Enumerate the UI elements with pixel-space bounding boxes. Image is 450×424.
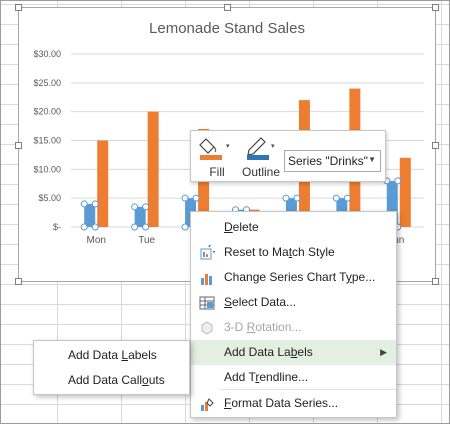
bar-series-2[interactable] xyxy=(147,111,159,227)
add-data-labels-submenu: Add Data Labels Add Data Callouts xyxy=(33,340,190,395)
pencil-icon: ▾ xyxy=(247,137,275,160)
fill-label: Fill xyxy=(209,165,225,179)
menu-item-label: Format Data Series... xyxy=(224,396,339,410)
selection-handle[interactable] xyxy=(142,203,150,211)
menu-item-delete[interactable]: Delete xyxy=(191,215,396,240)
menu-item-label: Change Series Chart Type... xyxy=(224,270,376,284)
selection-handle[interactable] xyxy=(181,194,189,202)
resize-handle[interactable] xyxy=(224,4,231,11)
context-menu: Delete Reset to Match Style Change Series … xyxy=(190,211,397,418)
selection-handle[interactable] xyxy=(142,223,150,231)
mini-toolbar: ▾ Fill ▾ Outline Series "Drinks" ▼ xyxy=(190,130,386,182)
menu-item-change-series-chart-type[interactable]: Change Series Chart Type... xyxy=(191,265,396,290)
menu-item-label: 3-D Rotation... xyxy=(224,320,302,334)
menu-item-reset-to-match-style[interactable]: Reset to Match Style xyxy=(191,240,396,265)
bar-series-2[interactable] xyxy=(97,140,109,228)
resize-handle[interactable] xyxy=(432,142,439,149)
chart-title[interactable]: Lemonade Stand Sales xyxy=(149,20,305,37)
chart-type-icon xyxy=(199,270,215,286)
rotation-icon xyxy=(199,320,215,336)
y-tick-label: $30.00 xyxy=(33,49,61,59)
selection-handle[interactable] xyxy=(91,223,99,231)
x-tick-label: Tue xyxy=(138,235,155,246)
menu-item-label: Add Data Labels xyxy=(224,345,313,359)
resize-handle[interactable] xyxy=(432,4,439,11)
selection-handle[interactable] xyxy=(181,223,189,231)
menu-item-add-trendline[interactable]: Add Trendline... xyxy=(191,365,396,390)
selection-handle[interactable] xyxy=(332,194,340,202)
menu-item-3-d-rotation: 3-D Rotation... xyxy=(191,315,396,340)
series-selector[interactable]: Series "Drinks" ▼ xyxy=(284,150,381,172)
chevron-down-icon[interactable]: ▼ xyxy=(368,155,376,164)
selection-handle[interactable] xyxy=(293,194,301,202)
selection-handle[interactable] xyxy=(80,200,88,208)
paint-bucket-icon: ▾ xyxy=(199,138,230,160)
selection-handle[interactable] xyxy=(91,200,99,208)
bar-drinks[interactable] xyxy=(386,180,398,227)
x-tick-label: un xyxy=(393,235,404,246)
svg-text:▾: ▾ xyxy=(271,143,275,150)
outline-label: Outline xyxy=(241,165,281,179)
bar-series-2[interactable] xyxy=(399,157,411,227)
menu-item-label: Delete xyxy=(224,220,259,234)
y-tick-label: $20.00 xyxy=(33,107,61,117)
y-tick-label: $- xyxy=(53,222,61,232)
menu-item-add-data-labels[interactable]: Add Data Labels ▶ xyxy=(191,340,396,365)
submenu-item-add-data-callouts[interactable]: Add Data Callouts xyxy=(68,373,165,387)
menu-separator xyxy=(220,389,396,390)
resize-handle[interactable] xyxy=(15,4,22,11)
fill-color-swatch xyxy=(200,155,222,160)
menu-item-format-data-series[interactable]: Format Data Series... xyxy=(191,391,396,416)
y-tick-label: $25.00 xyxy=(33,78,61,88)
svg-text:▾: ▾ xyxy=(226,143,230,150)
x-tick-label: Mon xyxy=(86,235,105,246)
y-tick-label: $10.00 xyxy=(33,164,61,174)
reset-style-icon xyxy=(199,243,218,261)
bar-drinks[interactable] xyxy=(134,206,146,227)
menu-item-label: Add Trendline... xyxy=(224,370,309,384)
selection-handle[interactable] xyxy=(394,177,402,185)
series-selector-value: Series "Drinks" xyxy=(288,154,368,168)
outline-color-swatch xyxy=(247,155,269,160)
resize-handle[interactable] xyxy=(432,278,439,285)
select-data-icon xyxy=(199,295,215,311)
selection-handle[interactable] xyxy=(131,223,139,231)
selection-handle[interactable] xyxy=(80,223,88,231)
selection-handle[interactable] xyxy=(131,203,139,211)
menu-item-label: Reset to Match Style xyxy=(224,245,335,259)
resize-handle[interactable] xyxy=(15,142,22,149)
menu-item-label: Select Data... xyxy=(224,295,297,309)
submenu-item-add-data-labels[interactable]: Add Data Labels xyxy=(68,348,157,362)
fill-button[interactable]: ▾ Fill xyxy=(195,135,239,181)
submenu-arrow-icon: ▶ xyxy=(380,347,387,357)
selection-handle[interactable] xyxy=(192,194,200,202)
bar-drinks[interactable] xyxy=(84,203,96,227)
y-tick-label: $5.00 xyxy=(38,193,61,203)
outline-button[interactable]: ▾ Outline xyxy=(239,135,283,181)
menu-item-select-data[interactable]: Select Data... xyxy=(191,290,396,315)
format-series-icon xyxy=(199,396,215,412)
resize-handle[interactable] xyxy=(15,278,22,285)
y-tick-label: $15.00 xyxy=(33,136,61,146)
selection-handle[interactable] xyxy=(282,194,290,202)
selection-handle[interactable] xyxy=(343,194,351,202)
